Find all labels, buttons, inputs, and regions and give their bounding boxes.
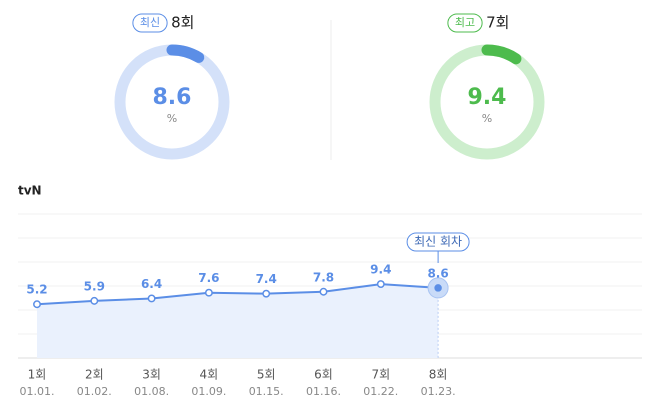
area	[37, 284, 439, 358]
point	[434, 284, 442, 292]
value-label: 7.4	[256, 272, 277, 286]
badge-text: 최신	[140, 16, 160, 29]
value-label: 9.4	[370, 263, 391, 277]
episode-label: 8회	[171, 14, 194, 32]
episode-label: 7회	[486, 14, 509, 32]
x-tick-label: 2회	[85, 368, 104, 382]
value-label: 7.6	[198, 271, 219, 285]
gauge-unit: %	[482, 112, 492, 125]
x-tick-label: 8회	[429, 368, 448, 382]
gauge-unit: %	[167, 112, 177, 125]
point	[319, 287, 328, 296]
point	[147, 294, 156, 303]
value-label: 8.6	[427, 266, 448, 280]
x-date-label: 01.09.	[191, 385, 226, 398]
x-tick-label: 1회	[28, 368, 47, 382]
point	[262, 289, 271, 298]
chart-title: tvN	[18, 184, 42, 198]
gauge-value: 9.4	[468, 85, 507, 110]
x-tick-label: 7회	[371, 368, 390, 382]
x-tick-label: 6회	[314, 368, 333, 382]
line	[36, 283, 439, 306]
x-date-label: 01.23.	[421, 385, 456, 398]
gauge-arc	[481, 44, 522, 65]
x-date-label: 01.02.	[77, 385, 112, 398]
x-tick-label: 4회	[200, 368, 219, 382]
badge	[447, 13, 483, 33]
value-label: 5.9	[84, 279, 105, 293]
point	[33, 300, 41, 309]
point	[90, 296, 99, 305]
badge-text: 최고	[455, 16, 475, 29]
x-date-label: 01.01.	[20, 385, 55, 398]
x-date-label: 01.08.	[134, 385, 169, 398]
point	[376, 280, 385, 289]
value-label: 7.8	[313, 270, 334, 284]
annotation-text: 최신 회차	[414, 235, 462, 249]
x-date-label: 01.15.	[249, 385, 284, 398]
value-label: 6.4	[141, 277, 162, 291]
x-date-label: 01.16.	[306, 385, 341, 398]
x-tick-label: 5회	[257, 368, 276, 382]
point	[204, 288, 213, 297]
x-date-label: 01.22.	[363, 385, 398, 398]
badge	[132, 13, 168, 33]
gauge-value: 8.6	[153, 85, 192, 110]
gauge-arc	[166, 44, 205, 63]
x-tick-label: 3회	[142, 368, 161, 382]
value-label: 5.2	[26, 283, 47, 297]
